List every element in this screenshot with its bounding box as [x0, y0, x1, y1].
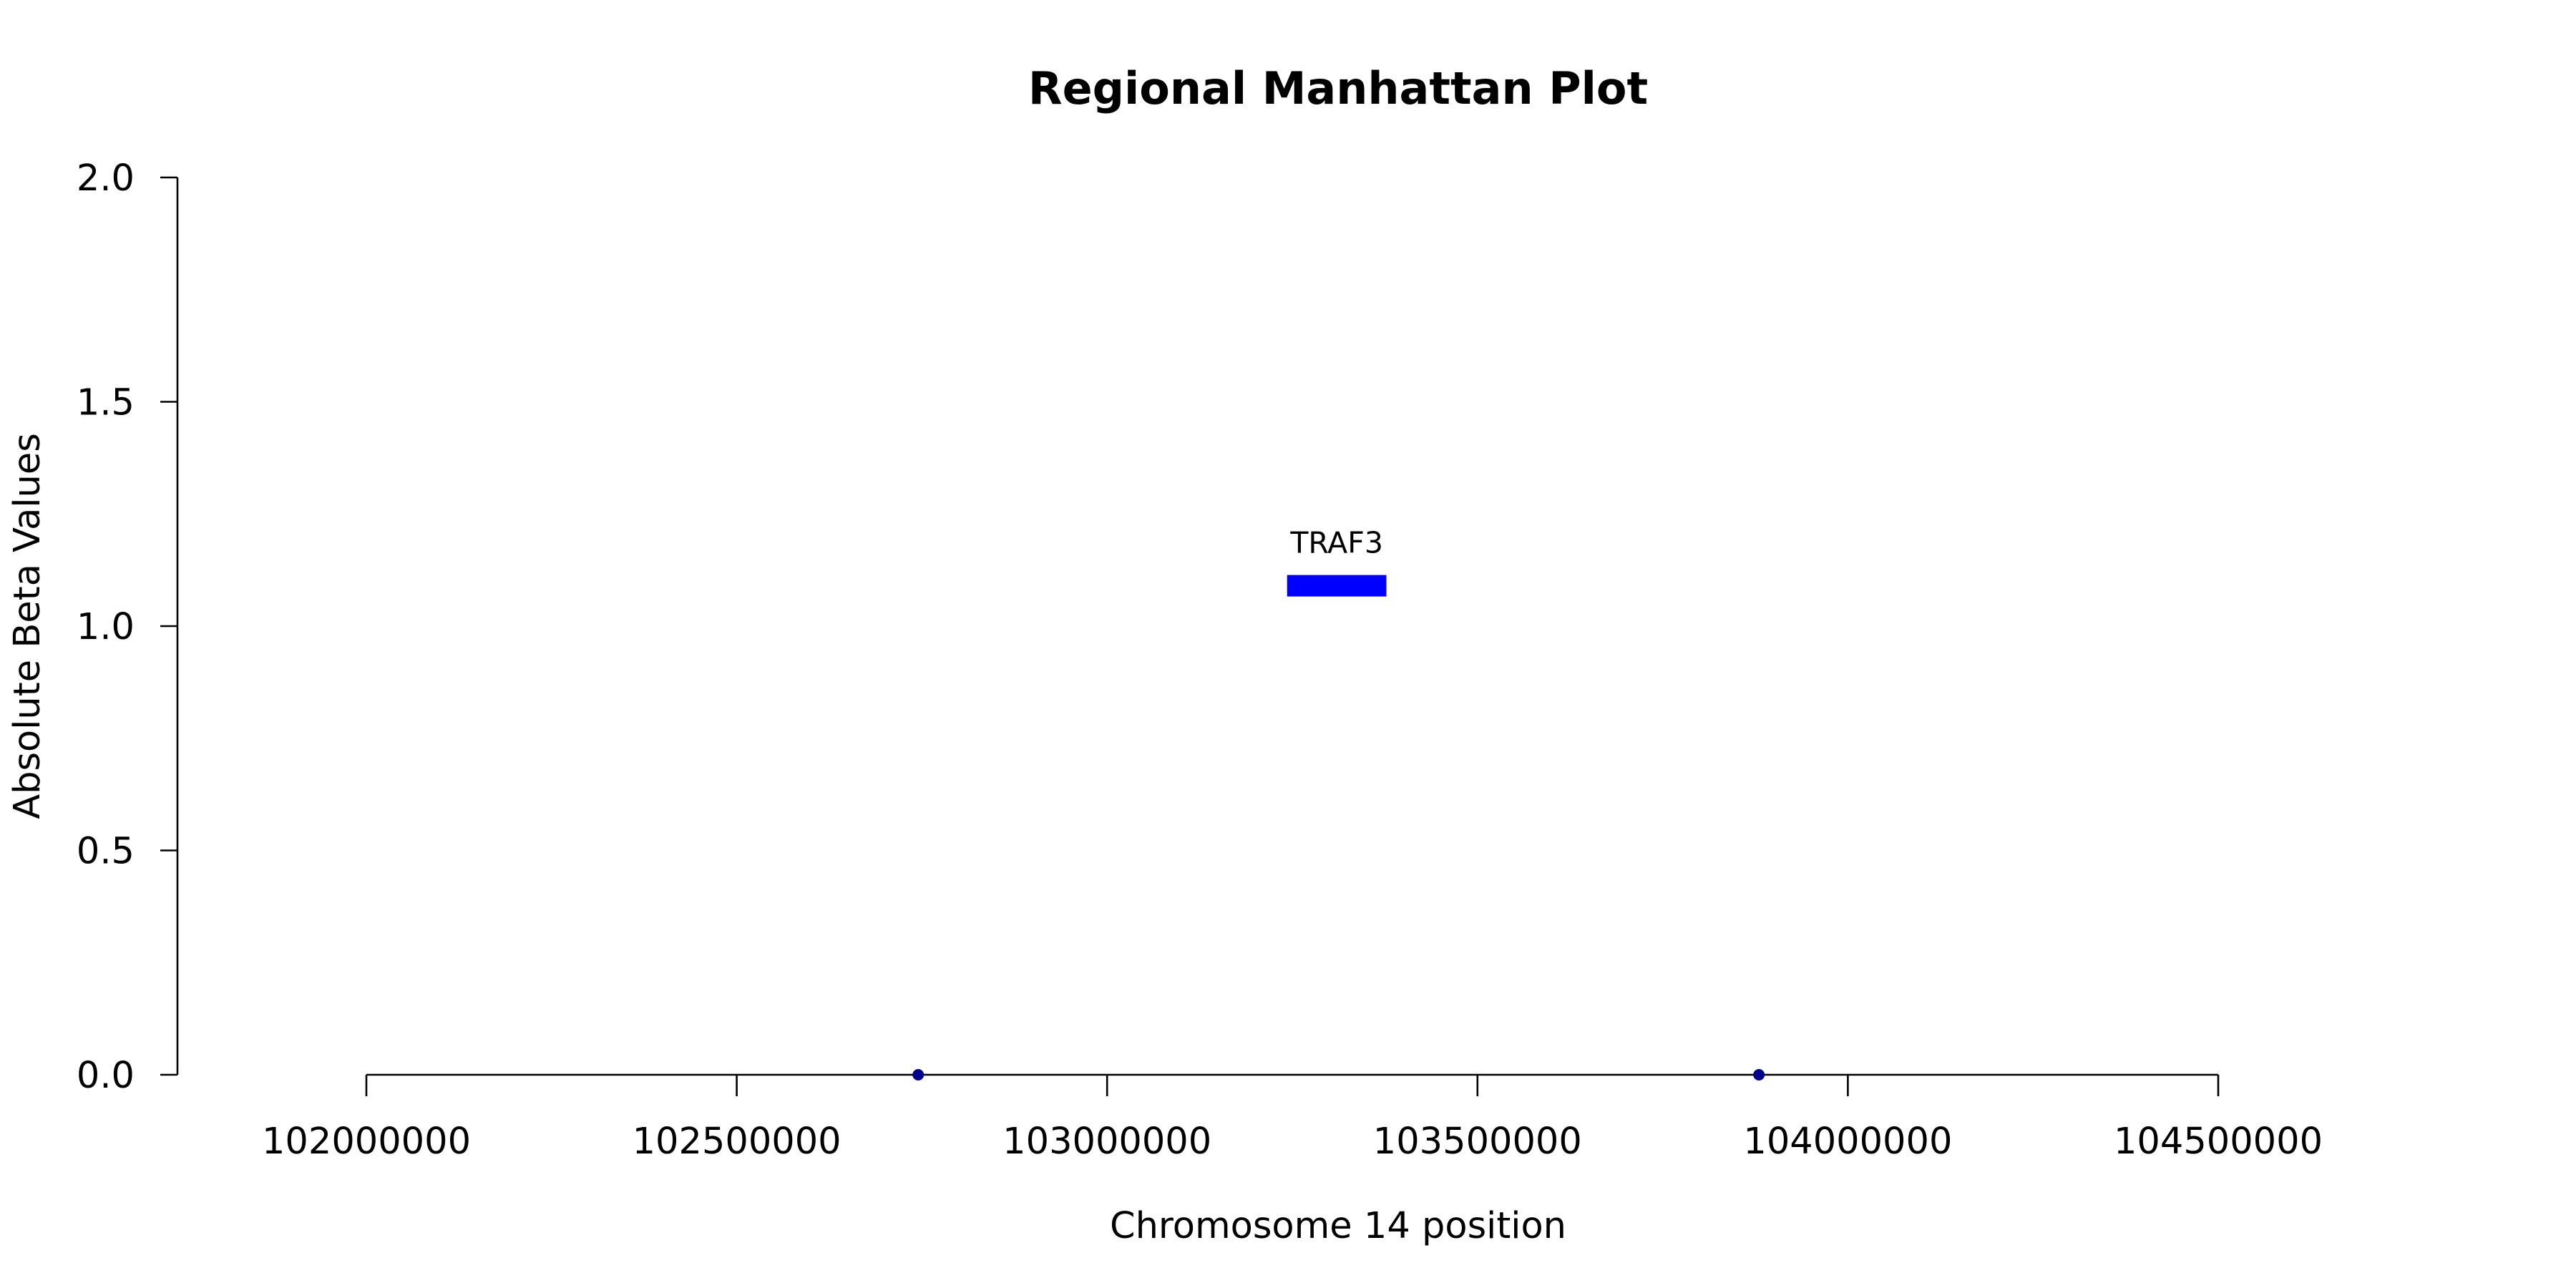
x-axis-label: Chromosome 14 position	[1110, 1205, 1566, 1247]
y-axis: 0.0 0.5 1.0 1.5 2.0	[77, 157, 179, 1097]
y-axis-label: Absolute Beta Values	[6, 433, 49, 819]
gene-track: TRAF3	[1287, 526, 1387, 597]
data-point	[912, 1069, 924, 1080]
x-tick-label: 104000000	[1743, 1121, 1952, 1163]
x-tick-label: 103500000	[1373, 1121, 1582, 1163]
chart-title: Regional Manhattan Plot	[1028, 62, 1648, 114]
y-tick-label: 1.0	[77, 606, 135, 648]
x-tick-label: 104500000	[2114, 1121, 2323, 1163]
y-tick-label: 2.0	[77, 157, 135, 200]
x-tick-label: 102000000	[262, 1121, 471, 1163]
y-tick-label: 0.0	[77, 1055, 135, 1097]
y-tick-label: 1.5	[77, 382, 135, 424]
data-point	[1753, 1069, 1765, 1080]
gene-label: TRAF3	[1289, 526, 1383, 560]
x-axis: 102000000 102500000 103000000 103500000 1040…	[262, 1073, 2323, 1163]
x-tick-label: 102500000	[633, 1121, 841, 1163]
x-tick-label: 103000000	[1002, 1121, 1211, 1163]
data-points	[912, 1069, 1765, 1080]
gene-bar	[1287, 575, 1387, 597]
y-tick-label: 0.5	[77, 831, 135, 873]
